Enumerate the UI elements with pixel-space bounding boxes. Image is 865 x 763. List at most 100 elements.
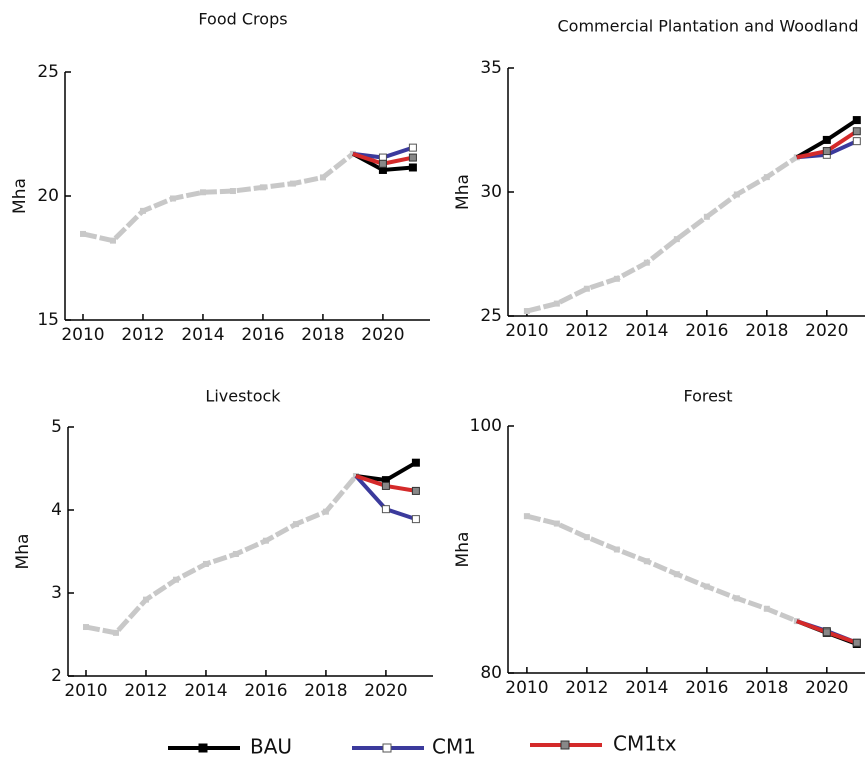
x-tick-label: 2018	[745, 321, 788, 341]
marker	[232, 550, 239, 557]
x-tick-label: 2016	[685, 678, 728, 698]
marker	[259, 184, 266, 191]
marker	[411, 458, 420, 467]
y-axis-label: Mha	[453, 532, 473, 568]
marker	[381, 505, 390, 514]
marker	[202, 560, 209, 567]
marker	[763, 174, 770, 181]
legend-label: BAU	[250, 735, 292, 759]
y-axis-label: Mha	[13, 534, 33, 570]
y-tick-label: 15	[37, 310, 59, 330]
marker	[229, 188, 236, 195]
x-tick-label: 2012	[565, 678, 608, 698]
x-tick-label: 2012	[124, 681, 167, 701]
marker	[613, 275, 620, 282]
marker	[852, 116, 861, 125]
marker	[322, 508, 329, 515]
marker	[822, 135, 831, 144]
chart-title: Livestock	[205, 387, 281, 406]
marker	[673, 571, 680, 578]
line	[526, 155, 799, 314]
x-tick-label: 2012	[121, 325, 164, 345]
y-tick-label: 5	[51, 417, 62, 437]
marker	[852, 127, 861, 136]
marker	[763, 605, 770, 612]
marker	[109, 237, 116, 244]
y-tick-label: 2	[51, 666, 62, 686]
x-tick-label: 2010	[505, 321, 548, 341]
legend-marker	[198, 743, 208, 753]
marker	[172, 576, 179, 583]
marker	[112, 629, 119, 636]
chart-title: Forest	[683, 387, 732, 406]
x-tick-label: 2012	[565, 321, 608, 341]
y-tick-label: 25	[480, 306, 502, 326]
x-tick-label: 2014	[625, 678, 668, 698]
y-tick-label: 25	[37, 62, 59, 82]
x-tick-label: 2016	[241, 325, 284, 345]
x-tick-label: 2010	[505, 678, 548, 698]
x-tick-label: 2014	[625, 321, 668, 341]
legend-label: CM1tx	[613, 732, 677, 756]
marker	[408, 163, 417, 172]
marker	[583, 534, 590, 541]
marker	[82, 624, 89, 631]
marker	[142, 596, 149, 603]
line	[526, 513, 798, 624]
marker	[411, 515, 420, 524]
marker	[292, 521, 299, 528]
line	[85, 474, 358, 636]
marker	[319, 174, 326, 181]
y-tick-label: 3	[51, 583, 62, 603]
marker	[79, 230, 86, 237]
marker	[703, 583, 710, 590]
x-tick-label: 2020	[361, 325, 404, 345]
marker	[852, 137, 861, 146]
marker	[553, 300, 560, 307]
marker	[613, 546, 620, 553]
x-tick-label: 2016	[244, 681, 287, 701]
marker	[262, 537, 269, 544]
marker	[822, 147, 831, 156]
marker	[553, 520, 560, 527]
marker	[411, 486, 420, 495]
x-tick-label: 2016	[685, 321, 728, 341]
marker	[139, 207, 146, 214]
x-tick-label: 2014	[181, 325, 224, 345]
marker	[199, 189, 206, 196]
y-tick-label: 100	[470, 416, 502, 436]
marker	[733, 191, 740, 198]
marker	[852, 638, 861, 647]
x-tick-label: 2020	[805, 678, 848, 698]
legend-marker	[382, 743, 392, 753]
marker	[703, 213, 710, 220]
marker	[408, 143, 417, 152]
legend-marker	[560, 740, 570, 750]
marker	[583, 285, 590, 292]
chart-title: Commercial Plantation and Woodland	[558, 17, 859, 36]
x-tick-label: 2010	[64, 681, 107, 701]
y-axis-label: Mha	[453, 174, 473, 210]
x-tick-label: 2018	[301, 325, 344, 345]
y-tick-label: 20	[37, 186, 59, 206]
y-tick-label: 35	[480, 58, 502, 78]
y-tick-label: 80	[480, 663, 502, 683]
x-tick-label: 2014	[184, 681, 227, 701]
marker	[169, 195, 176, 202]
marker	[523, 308, 530, 315]
marker	[378, 159, 387, 168]
x-tick-label: 2020	[364, 681, 407, 701]
marker	[673, 236, 680, 243]
y-axis-label: Mha	[10, 178, 30, 214]
marker	[643, 259, 650, 266]
marker	[408, 153, 417, 162]
x-tick-label: 2018	[304, 681, 347, 701]
marker	[523, 513, 530, 520]
line	[82, 151, 355, 244]
x-tick-label: 2018	[745, 678, 788, 698]
legend-label: CM1	[432, 735, 476, 759]
marker	[289, 180, 296, 187]
marker	[381, 481, 390, 490]
marker	[643, 558, 650, 565]
